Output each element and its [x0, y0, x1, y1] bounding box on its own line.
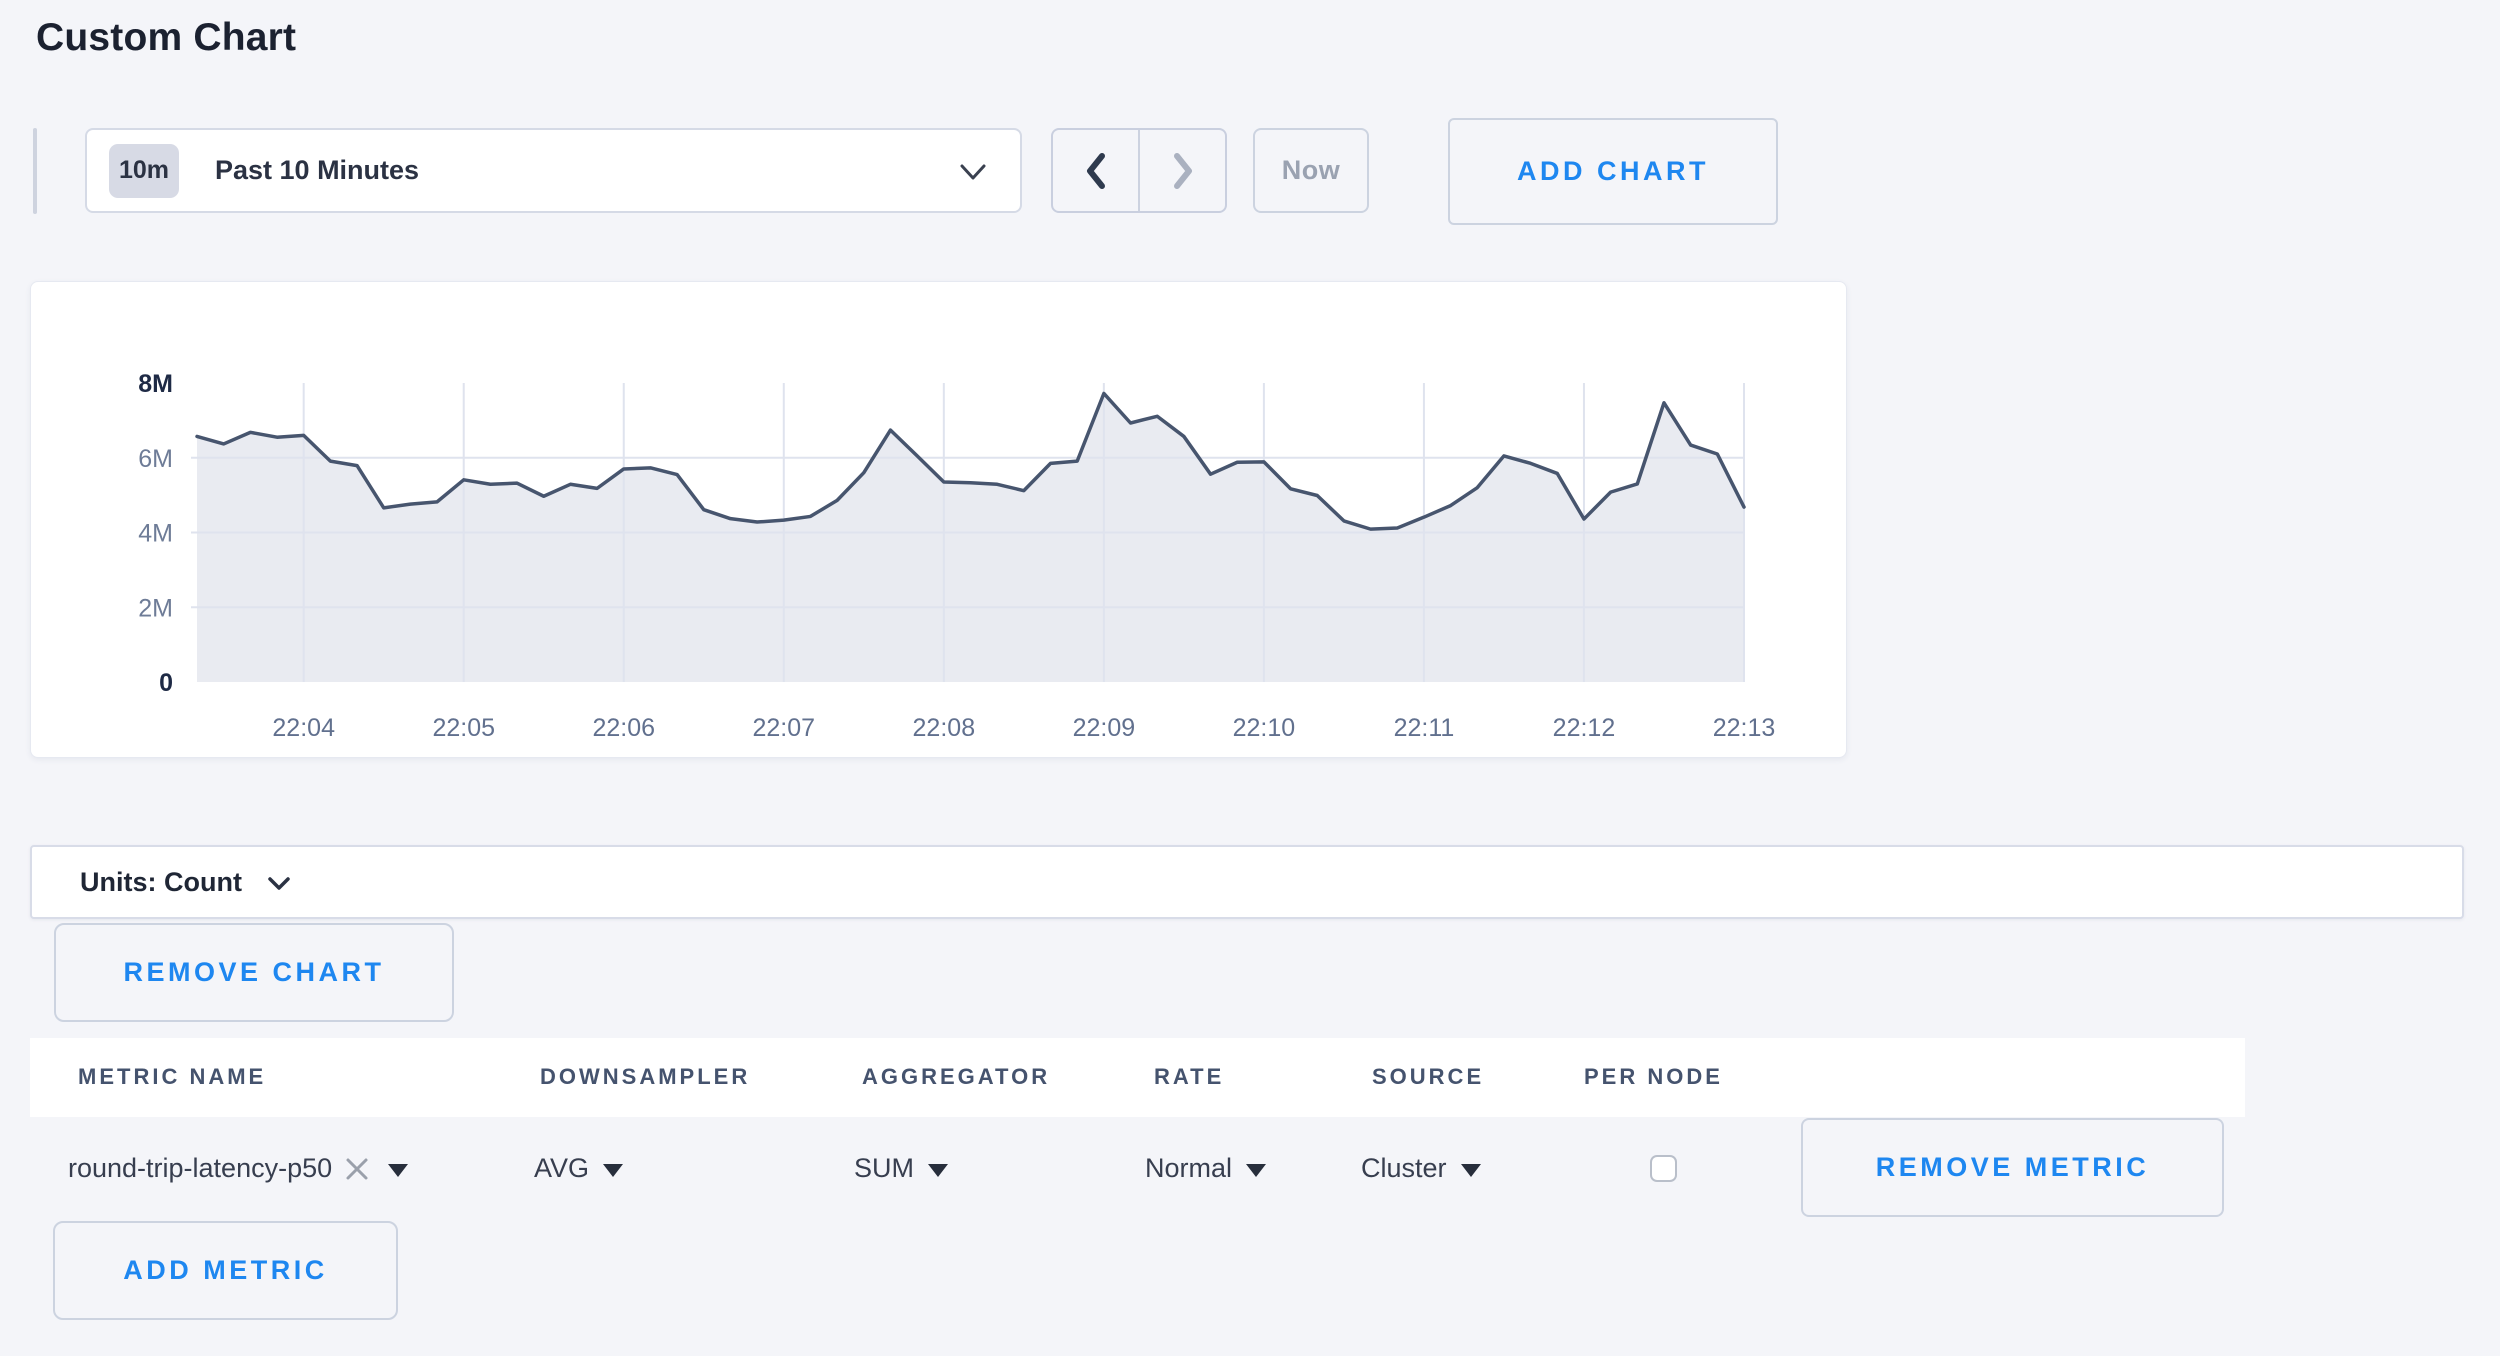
- chevron-down-icon: [268, 877, 290, 891]
- col-header-rate: RATE: [1154, 1064, 1225, 1089]
- rate-value: Normal: [1145, 1153, 1233, 1183]
- caret-down-icon: [388, 1164, 409, 1177]
- y-axis-label: 2M: [138, 594, 173, 622]
- metrics-table-header: METRIC NAME DOWNSAMPLER AGGREGATOR RATE …: [30, 1038, 2245, 1117]
- timeseries-chart[interactable]: 0 2M 4M 6M 8M 22:04 22:05 22:06 22:07 22:08 22:09 2…: [31, 282, 1846, 757]
- caret-down-icon: [1460, 1164, 1481, 1177]
- remove-chart-button[interactable]: REMOVE CHART: [54, 923, 454, 1022]
- page-title: Custom Chart: [36, 16, 297, 59]
- caret-down-icon: [603, 1164, 624, 1177]
- x-axis-label: 22:09: [1073, 714, 1136, 742]
- x-axis-label: 22:07: [753, 714, 816, 742]
- source-dropdown[interactable]: Cluster: [1361, 1117, 1481, 1220]
- x-axis-label: 22:04: [272, 714, 335, 742]
- close-icon[interactable]: [344, 1156, 370, 1182]
- col-header-per-node: PER NODE: [1584, 1064, 1723, 1089]
- toolbar-accent-bar: [33, 128, 37, 214]
- x-axis-label: 22:11: [1394, 714, 1455, 742]
- chart-card: 0 2M 4M 6M 8M 22:04 22:05 22:06 22:07 22:08 22:09 2…: [30, 281, 1847, 758]
- col-header-metric-name: METRIC NAME: [78, 1064, 267, 1089]
- x-axis-label: 22:08: [913, 714, 976, 742]
- x-axis-label: 22:10: [1233, 714, 1296, 742]
- metric-name-value: round-trip-latency-p50: [68, 1153, 333, 1183]
- col-header-source: SOURCE: [1372, 1064, 1485, 1089]
- caret-down-icon: [928, 1164, 948, 1177]
- y-axis-label: 4M: [138, 520, 173, 548]
- metric-row: round-trip-latency-p50 AVG SUM Normal Cl…: [30, 1117, 2245, 1220]
- nav-divider: [1138, 130, 1140, 211]
- rate-dropdown[interactable]: Normal: [1145, 1117, 1267, 1220]
- time-range-label: Past 10 Minutes: [215, 155, 420, 185]
- aggregator-value: SUM: [854, 1153, 914, 1183]
- caret-down-icon: [1246, 1164, 1267, 1177]
- chevron-left-icon: [1084, 151, 1108, 191]
- chart-area-fill: [197, 393, 1744, 682]
- x-axis-label: 22:06: [592, 714, 655, 742]
- x-axis-label: 22:12: [1553, 714, 1616, 742]
- col-header-aggregator: AGGREGATOR: [862, 1064, 1051, 1089]
- x-axis-label: 22:05: [432, 714, 495, 742]
- y-axis-label: 0: [159, 669, 173, 697]
- source-value: Cluster: [1361, 1153, 1447, 1183]
- y-axis-label: 8M: [138, 370, 173, 398]
- per-node-checkbox[interactable]: [1650, 1155, 1677, 1182]
- time-forward-button[interactable]: [1140, 130, 1225, 211]
- y-axis-label: 6M: [138, 445, 173, 473]
- aggregator-dropdown[interactable]: SUM: [854, 1117, 948, 1220]
- chart-line: [195, 391, 1746, 531]
- time-back-button[interactable]: [1053, 130, 1138, 211]
- chevron-right-icon: [1171, 151, 1195, 191]
- time-range-badge: 10m: [109, 143, 179, 198]
- downsampler-value: AVG: [534, 1153, 590, 1183]
- per-node-cell: [1650, 1117, 1677, 1220]
- col-header-downsampler: DOWNSAMPLER: [540, 1064, 751, 1089]
- units-select[interactable]: Units: Count: [30, 845, 2464, 919]
- add-metric-button[interactable]: ADD METRIC: [53, 1221, 398, 1320]
- add-chart-button[interactable]: ADD CHART: [1448, 118, 1778, 225]
- now-button[interactable]: Now: [1253, 128, 1369, 213]
- units-label: Units: Count: [80, 866, 242, 897]
- time-range-select[interactable]: 10m Past 10 Minutes: [85, 128, 1022, 213]
- metric-name-dropdown[interactable]: round-trip-latency-p50: [68, 1117, 409, 1220]
- time-nav-group: [1051, 128, 1227, 213]
- x-axis-label: 22:13: [1713, 714, 1776, 742]
- downsampler-dropdown[interactable]: AVG: [534, 1117, 624, 1220]
- remove-metric-button[interactable]: REMOVE METRIC: [1801, 1118, 2224, 1217]
- chevron-down-icon: [960, 164, 986, 181]
